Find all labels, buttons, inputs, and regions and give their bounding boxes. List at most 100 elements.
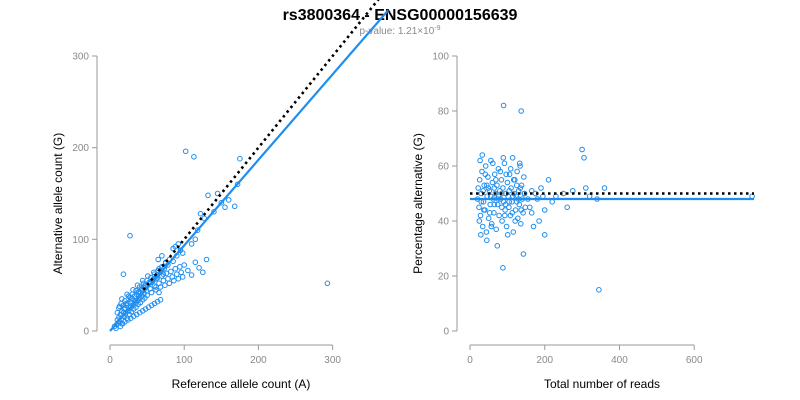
data-point (162, 259, 169, 266)
data-point (155, 256, 161, 263)
data-point (502, 212, 508, 219)
data-point (601, 185, 608, 191)
data-point (500, 265, 506, 271)
data-point (139, 277, 146, 284)
data-point (175, 276, 182, 282)
data-point (506, 204, 512, 211)
data-point (192, 259, 199, 266)
data-point (159, 253, 165, 259)
data-point (477, 157, 483, 164)
data-point (165, 276, 171, 282)
data-point (515, 215, 521, 222)
data-point (503, 223, 510, 230)
data-point (581, 155, 587, 161)
data-point (496, 212, 502, 219)
data-point (479, 223, 486, 230)
data-point (127, 232, 133, 239)
data-point (324, 280, 331, 287)
data-point (214, 190, 221, 197)
data-point (510, 229, 517, 235)
data-point (490, 160, 496, 167)
data-point (162, 282, 168, 289)
data-point (145, 273, 151, 279)
data-point (234, 181, 241, 188)
data-point (512, 218, 519, 224)
data-point (494, 243, 501, 249)
y-tick-label: 20 (438, 272, 450, 283)
data-point (509, 155, 516, 161)
data-point (151, 269, 157, 276)
reference-line (142, 0, 380, 291)
data-point (497, 168, 504, 175)
data-point (579, 146, 585, 153)
data-point (148, 289, 155, 296)
data-point (181, 262, 187, 268)
data-point (475, 185, 482, 191)
data-point (192, 236, 199, 243)
x-tick-label: 300 (324, 355, 341, 366)
data-point (498, 177, 505, 183)
data-point (205, 192, 211, 199)
data-point (514, 168, 520, 175)
data-point (182, 148, 189, 155)
x-axis-title: Reference allele count (A) (172, 377, 311, 391)
data-point (521, 174, 527, 180)
data-point (513, 182, 520, 189)
data-point (504, 179, 511, 186)
y-tick-label: 40 (438, 217, 450, 228)
data-point (191, 154, 197, 160)
data-point (188, 272, 195, 278)
data-point (174, 271, 180, 278)
data-point (549, 199, 556, 205)
y-tick-label: 80 (438, 107, 450, 118)
data-point (502, 207, 508, 213)
data-point (545, 177, 552, 183)
data-point (156, 289, 162, 296)
data-point (517, 185, 524, 191)
y-tick-label: 200 (72, 143, 89, 154)
data-point (161, 265, 167, 272)
data-point (541, 232, 548, 238)
data-point (481, 207, 487, 213)
data-point (119, 296, 125, 302)
data-point (121, 306, 127, 312)
data-point (153, 284, 159, 290)
data-point (163, 270, 170, 277)
data-point (507, 166, 514, 172)
data-point (492, 190, 499, 197)
data-point (477, 212, 484, 219)
x-tick-label: 0 (467, 355, 473, 366)
data-point (482, 171, 489, 178)
data-point (527, 204, 533, 211)
data-point (506, 188, 513, 194)
data-point (179, 274, 186, 280)
data-point (135, 289, 141, 296)
data-point (194, 227, 201, 233)
data-point (528, 210, 535, 216)
x-axis-title: Total number of reads (544, 377, 660, 391)
x-tick-label: 0 (107, 355, 113, 366)
data-point (222, 204, 228, 211)
data-point (178, 269, 184, 276)
data-point (530, 223, 537, 230)
data-point (516, 160, 523, 167)
data-point (491, 201, 498, 208)
data-point (160, 271, 167, 278)
data-point (479, 168, 485, 175)
data-point (488, 221, 495, 227)
data-point (504, 232, 511, 238)
data-point (166, 280, 173, 287)
data-point (484, 182, 490, 189)
data-point (185, 267, 191, 274)
data-point (237, 155, 243, 162)
x-tick-label: 100 (176, 355, 193, 366)
y-tick-label: 0 (443, 327, 449, 338)
data-point (123, 300, 130, 307)
data-point (564, 204, 571, 211)
data-point (499, 190, 505, 197)
data-point (171, 277, 177, 284)
data-point (218, 199, 225, 206)
data-point (489, 179, 496, 186)
data-point (144, 292, 150, 299)
data-point (134, 282, 141, 289)
